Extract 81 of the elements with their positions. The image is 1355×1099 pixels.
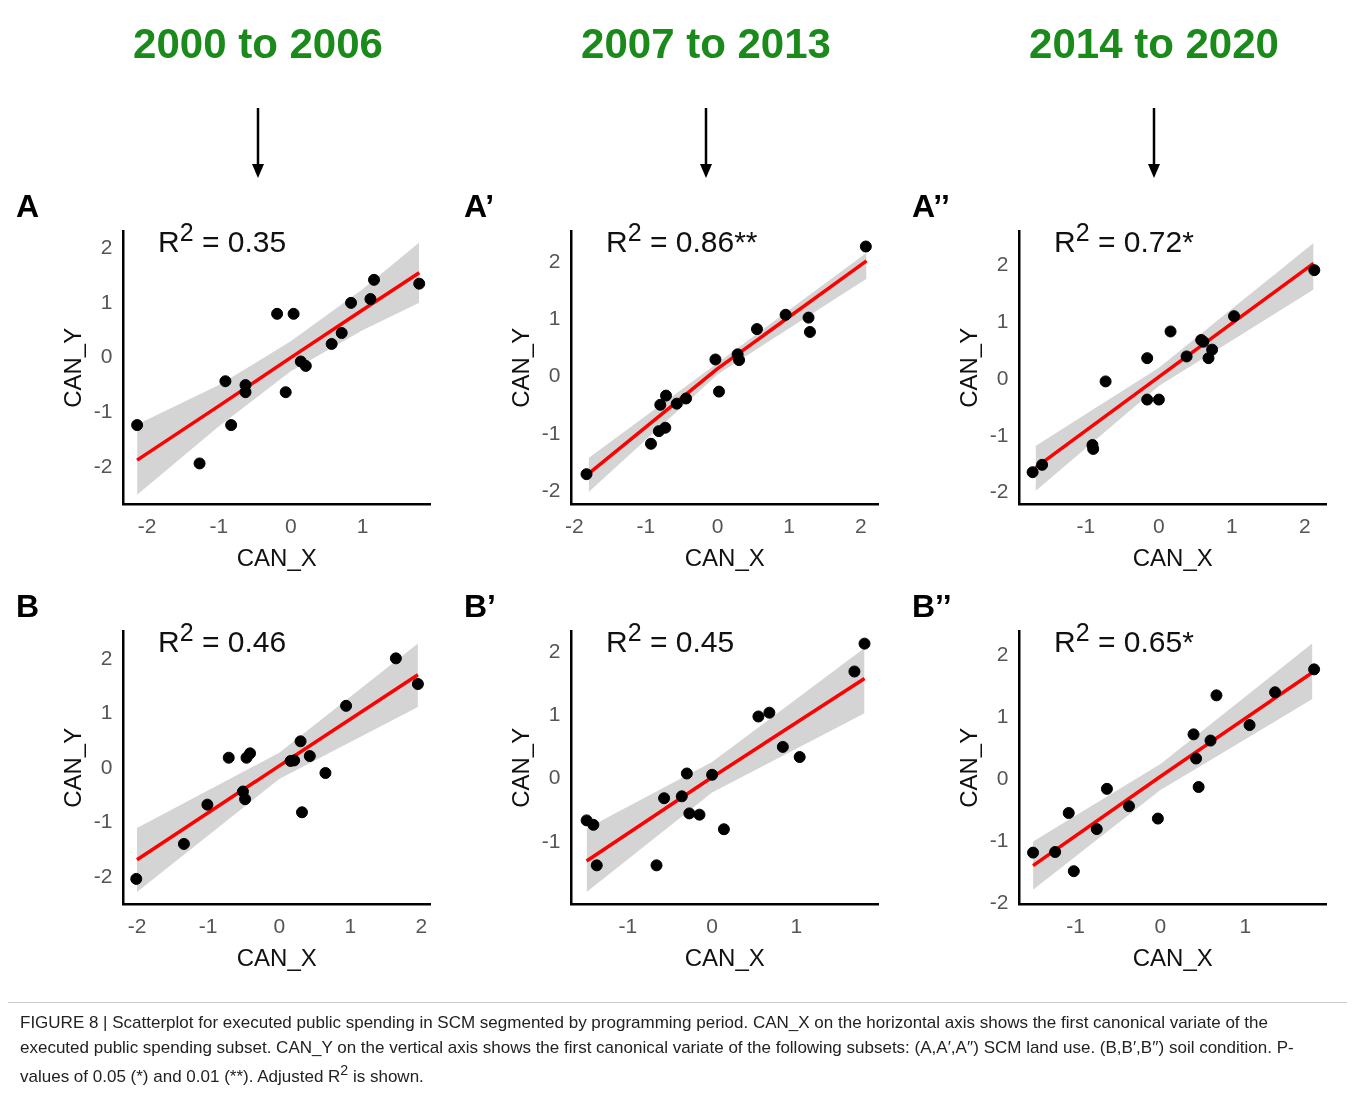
x-tick-label: 0	[706, 914, 718, 938]
x-tick-label: 2	[854, 514, 867, 538]
x-tick-label: 0	[284, 514, 297, 538]
x-tick-label: -1	[1076, 514, 1096, 538]
y-tick-label: 2	[100, 234, 113, 258]
x-axis-title: CAN_X	[236, 944, 317, 972]
y-axis-title: CAN_Y	[507, 727, 535, 808]
x-tick-label: -2	[127, 914, 147, 938]
annotation: R$^{2}$ = 0.46	[158, 618, 287, 659]
x-axis-title: CAN_X	[236, 544, 317, 572]
x-tick-label: 2	[415, 914, 428, 938]
y-tick-label: -1	[989, 827, 1009, 851]
x-tick-label: 1	[790, 914, 803, 938]
y-axis-title: CAN_Y	[59, 727, 87, 808]
y-tick-label: 2	[100, 645, 113, 669]
y-tick-label: 2	[548, 638, 561, 662]
y-tick-label: 1	[548, 702, 561, 726]
y-tick-label: 0	[548, 363, 561, 387]
x-tick-label: 0	[1153, 514, 1165, 538]
annotation: R$^{2}$ = 0.45	[606, 618, 735, 659]
annotation: R$^{2}$ = 0.65*	[1054, 618, 1194, 659]
y-tick-label: -1	[541, 828, 561, 852]
x-tick-label: -2	[137, 514, 157, 538]
x-tick-label: 0	[1154, 914, 1167, 938]
y-tick-label: -2	[989, 479, 1009, 503]
y-tick-label: 1	[548, 306, 561, 330]
x-tick-label: 1	[356, 514, 369, 538]
caption: FIGURE 8 | Scatterplot for executed public spending in SCM segmented by programming period. CAN_X on the horizontal axis shows the first canonical variate of the executed public spending subset. CAN_Y on the vertical axis shows the first canonical variate of the following subsets: (A,A′,A′′) SCM land use. (B,B′,B′′) soil condition. P-values of 0.05 (*) and 0.01 (**). Adjusted R$^{2}$ is shown.	[8, 1002, 1347, 1098]
x-tick-label: 1	[1239, 914, 1252, 938]
y-tick-label: -1	[541, 420, 561, 444]
y-tick-label: -1	[989, 422, 1009, 446]
y-tick-label: 0	[100, 344, 113, 368]
y-tick-label: 0	[996, 765, 1009, 789]
y-tick-label: 0	[996, 365, 1009, 389]
y-axis-title: CAN_Y	[955, 327, 983, 408]
x-tick-label: 0	[711, 514, 724, 538]
chart-subtitle: 2007 to 2013	[581, 20, 831, 68]
x-tick-label: 1	[344, 914, 357, 938]
y-tick-label: -2	[93, 454, 113, 478]
annotation: R$^{2}$ = 0.86**	[606, 218, 758, 259]
x-tick-label: -2	[564, 514, 584, 538]
chart-subtitle: 2000 to 2006	[133, 20, 383, 68]
y-tick-label: 2	[548, 248, 561, 272]
y-axis-title: CAN_Y	[59, 327, 87, 408]
chart-title: A’	[464, 188, 495, 225]
x-axis-title: CAN_X	[684, 944, 765, 972]
x-tick-label: 1	[783, 514, 796, 538]
x-axis-title: CAN_X	[1132, 944, 1213, 972]
chart-title: A’’	[912, 188, 950, 225]
x-axis-title: CAN_X	[684, 544, 765, 572]
y-tick-label: -2	[93, 864, 113, 888]
chart-title: B’	[464, 588, 496, 625]
x-tick-label: 2	[1298, 514, 1311, 538]
y-tick-label: 0	[548, 765, 561, 789]
y-tick-label: -1	[93, 399, 113, 423]
y-tick-label: 0	[100, 754, 113, 778]
y-tick-label: 2	[996, 641, 1009, 665]
x-axis-title: CAN_X	[1132, 544, 1213, 572]
y-tick-label: 1	[100, 700, 113, 724]
annotation: R$^{2}$ = 0.35	[158, 218, 287, 259]
y-tick-label: -2	[541, 478, 561, 502]
chart-title: B’’	[912, 588, 952, 625]
x-tick-label: 0	[273, 914, 286, 938]
x-tick-label: -1	[1066, 914, 1085, 938]
annotation: R$^{2}$ = 0.72*	[1054, 218, 1194, 259]
y-axis-title: CAN_Y	[955, 727, 983, 808]
chart-subtitle: 2014 to 2020	[1029, 20, 1279, 68]
y-tick-label: 1	[996, 309, 1009, 333]
y-tick-label: 1	[100, 289, 113, 313]
y-tick-label: 1	[996, 703, 1009, 727]
x-tick-label: -1	[618, 914, 638, 938]
y-tick-label: 2	[996, 252, 1009, 276]
x-tick-label: 1	[1226, 514, 1238, 538]
chart-title: A	[16, 188, 40, 225]
y-tick-label: -2	[989, 889, 1009, 913]
y-tick-label: -1	[93, 809, 113, 833]
chart-title: B	[16, 588, 40, 625]
y-axis-title: CAN_Y	[507, 327, 535, 408]
x-tick-label: -1	[209, 514, 229, 538]
x-tick-label: -1	[636, 514, 656, 538]
x-tick-label: -1	[198, 914, 218, 938]
